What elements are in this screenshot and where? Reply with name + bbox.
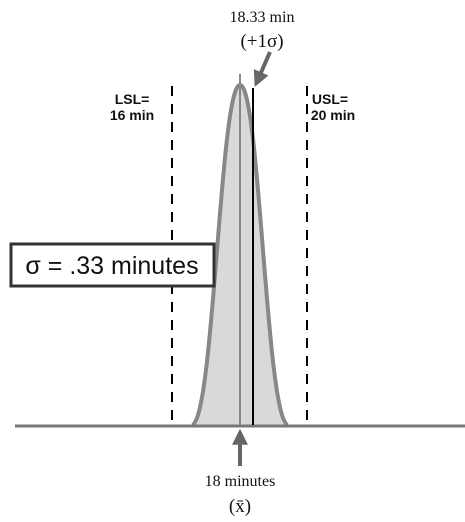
lsl-label: LSL=	[115, 91, 150, 107]
upper-value: 18.33 min	[230, 9, 295, 26]
usl-label: USL=	[312, 91, 348, 107]
sigma-box	[9, 242, 216, 288]
mean-symbol: (x̄)	[229, 496, 251, 517]
upper-sigma: (+1σ)	[240, 31, 283, 52]
lsl-value: 16 min	[110, 107, 154, 123]
mean-value: 18 minutes	[205, 473, 276, 490]
sigma-arrow	[253, 51, 272, 87]
sigma-text: σ = .33 minutes	[25, 252, 198, 280]
usl-value: 20 min	[311, 107, 355, 123]
